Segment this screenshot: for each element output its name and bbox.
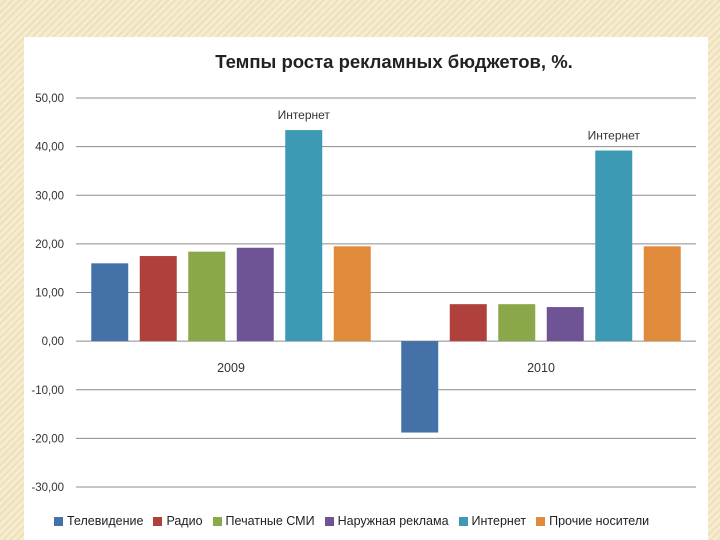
gridlines [76,97,696,488]
legend-label: Радио [166,514,203,528]
bar [401,341,439,433]
legend-label: Печатные СМИ [225,514,315,528]
y-tick-label: 40,00 [35,142,64,154]
y-tick-label: 30,00 [35,190,64,202]
bar [595,150,633,342]
legend-label: Наружная реклама [337,514,449,528]
legend-swatch [324,516,334,526]
bar [643,246,681,342]
category-labels: 2009 2010 [217,361,555,375]
category-label: 2010 [527,361,555,375]
bar [498,304,536,342]
annotations: Интернет Интернет [278,108,641,142]
chart-title: Темпы роста рекламных бюджетов, %. [215,51,573,72]
bar [333,246,371,342]
legend-item: Интернет [458,514,527,528]
legend-item: Наружная реклама [324,514,449,528]
bar [236,247,274,342]
legend-label: Прочие носители [549,514,650,528]
y-tick-label: -30,00 [31,482,64,494]
y-tick-label: -20,00 [31,433,64,445]
bar [449,304,487,342]
y-tick-label: 0,00 [42,336,64,348]
bars [91,130,681,433]
bar-annotation: Интернет [278,108,331,122]
legend-swatch [153,516,163,526]
y-tick-label: 50,00 [35,93,64,105]
bar [285,130,323,342]
bar [91,263,129,342]
legend-swatch [54,516,63,526]
bar [188,251,226,342]
legend-swatch [458,516,468,526]
chart-canvas: Темпы роста рекламных бюджетов, %. 50,00… [31,51,696,494]
legend-swatch [536,516,546,526]
category-label: 2009 [217,361,245,375]
bar [139,256,177,342]
legend-label: Телевидение [67,514,144,528]
bar [546,307,584,342]
legend-swatch [212,516,222,526]
y-tick-label: 10,00 [35,288,64,300]
legend-item: Телевидение [54,514,143,528]
legend-item: Радио [153,514,203,528]
legend: Телевидение Радио Печатные СМИ Наружная рек… [54,510,704,532]
bar-annotation: Интернет [588,129,641,143]
slide: Темпы роста рекламных бюджетов, %. 50,00… [24,37,708,540]
y-axis-tick-labels: 50,00 40,00 30,00 20,00 10,00 0,00 -10,00 -20,0… [31,93,64,494]
legend-item: Печатные СМИ [212,514,315,528]
y-tick-label: 20,00 [35,239,64,251]
legend-label: Интернет [471,514,527,528]
legend-item: Прочие носители [536,514,649,528]
y-tick-label: -10,00 [31,385,64,397]
